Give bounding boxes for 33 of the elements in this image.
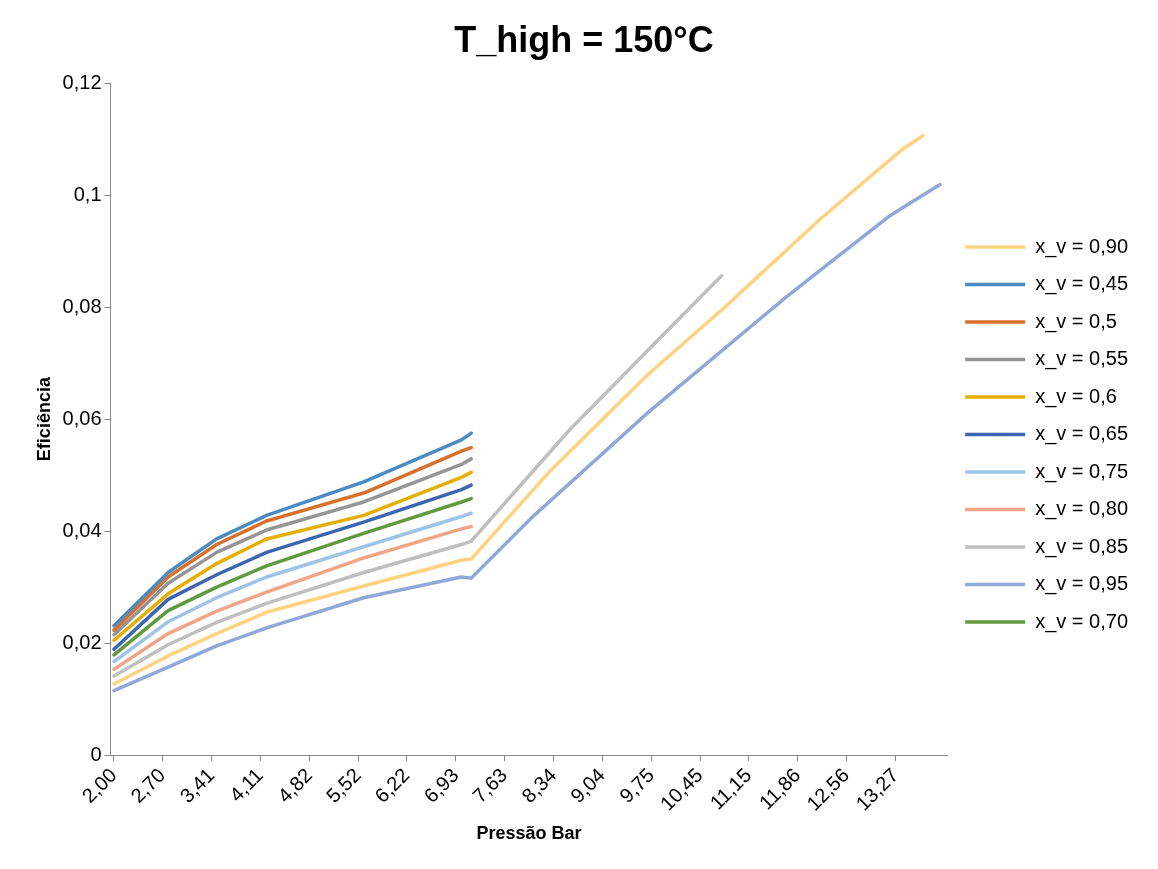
y-tick-label: 0,06 <box>62 406 102 429</box>
legend-label: x_v = 0,5 <box>1035 309 1117 333</box>
x-tick-label: 8,34 <box>517 763 561 807</box>
y-tick-label: 0,04 <box>62 518 102 541</box>
y-tick-label: 0,02 <box>62 630 102 653</box>
x-tick-label: 4,82 <box>273 763 317 807</box>
legend-label: x_v = 0,45 <box>1035 272 1128 296</box>
legend-label: x_v = 0,80 <box>1035 497 1128 521</box>
chart-title: T_high = 150°C <box>454 18 714 60</box>
y-axis-title: Eficiência <box>33 376 54 462</box>
x-tick-label: 9,75 <box>615 763 659 807</box>
x-tick-label: 2,70 <box>126 763 170 807</box>
x-tick-label: 6,93 <box>419 763 463 807</box>
legend-label: x_v = 0,65 <box>1035 422 1128 446</box>
x-axis-title: Pressão Bar <box>476 823 582 844</box>
legend-label: x_v = 0,90 <box>1035 234 1128 258</box>
x-tick-label: 4,11 <box>225 763 268 806</box>
legend-label: x_v = 0,6 <box>1035 384 1117 408</box>
x-tick-label: 7,63 <box>468 763 512 807</box>
x-tick-label: 3,41 <box>175 763 219 807</box>
legend-label: x_v = 0,70 <box>1035 609 1128 633</box>
x-tick-label: 9,04 <box>565 763 609 807</box>
x-tick-label: 2,00 <box>77 763 121 807</box>
y-tick-label: 0 <box>90 742 102 765</box>
y-tick-label: 0,08 <box>62 294 102 317</box>
x-tick-label: 5,52 <box>321 763 365 807</box>
legend-label: x_v = 0,95 <box>1035 572 1128 596</box>
legend-label: x_v = 0,75 <box>1035 459 1128 483</box>
x-tick-label: 6,22 <box>370 763 414 807</box>
legend-label: x_v = 0,85 <box>1035 534 1128 558</box>
y-tick-label: 0,1 <box>73 182 102 205</box>
y-tick-label: 0,12 <box>62 70 102 93</box>
legend-label: x_v = 0,55 <box>1035 347 1128 371</box>
